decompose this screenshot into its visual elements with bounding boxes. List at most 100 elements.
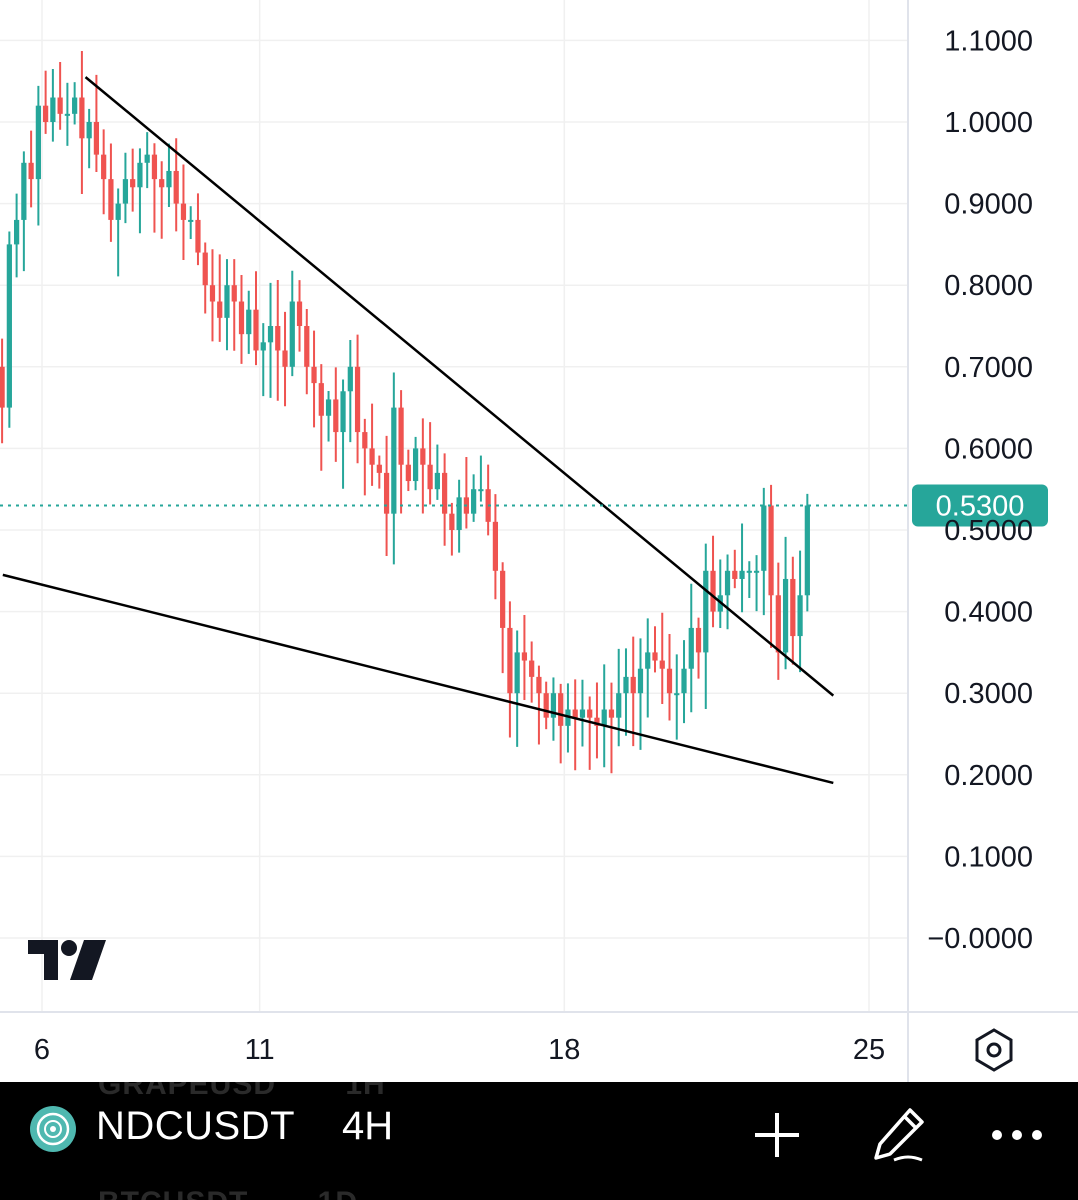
candle-body[interactable] <box>790 578 796 637</box>
candle-body[interactable] <box>449 513 455 530</box>
candle-body[interactable] <box>101 154 107 180</box>
candle-body[interactable] <box>275 326 281 351</box>
plus-icon[interactable] <box>752 1110 802 1160</box>
candle-body[interactable] <box>391 407 397 514</box>
more-dots-icon[interactable] <box>990 1110 1044 1160</box>
candle-body[interactable] <box>209 285 216 302</box>
candle-body[interactable] <box>529 660 535 677</box>
candle-body[interactable] <box>130 179 136 188</box>
candle-body[interactable] <box>768 505 774 596</box>
previous-symbol-row[interactable]: GRAPEUSD 1H <box>98 1082 386 1102</box>
candle-body[interactable] <box>601 709 607 726</box>
candle-body[interactable] <box>296 301 303 326</box>
candle-body[interactable] <box>195 219 201 253</box>
candle-body[interactable] <box>412 448 419 482</box>
candle-body[interactable] <box>231 285 237 302</box>
candle-body[interactable] <box>50 97 56 122</box>
candle-body[interactable] <box>427 464 433 490</box>
candle-body[interactable] <box>616 693 622 718</box>
candle-body[interactable] <box>173 170 179 204</box>
candle-body[interactable] <box>383 472 390 514</box>
candle-body[interactable] <box>282 350 288 367</box>
candle-body[interactable] <box>144 154 150 163</box>
candle-body[interactable] <box>630 676 636 694</box>
candle-body[interactable] <box>507 627 513 694</box>
candle-body[interactable] <box>376 464 382 473</box>
candle-body[interactable] <box>420 448 426 465</box>
candle-body[interactable] <box>782 578 789 653</box>
candle-body[interactable] <box>739 570 745 579</box>
candle-body[interactable] <box>471 489 477 514</box>
candle-body[interactable] <box>724 570 731 596</box>
candle-body[interactable] <box>369 448 375 465</box>
candle-body[interactable] <box>6 244 12 408</box>
candle-body[interactable] <box>478 489 484 492</box>
candle-body[interactable] <box>797 595 803 637</box>
candle-body[interactable] <box>579 709 586 718</box>
candle-body[interactable] <box>318 383 324 416</box>
candle-body[interactable] <box>57 97 63 114</box>
candle-body[interactable] <box>645 652 651 669</box>
candle-body[interactable] <box>340 391 346 433</box>
candle-body[interactable] <box>500 570 506 628</box>
candle-body[interactable] <box>333 399 339 433</box>
candle-body[interactable] <box>137 162 143 188</box>
candle-body[interactable] <box>325 399 332 416</box>
candle-body[interactable] <box>267 326 274 343</box>
candle-body[interactable] <box>180 203 187 220</box>
candle-body[interactable] <box>804 505 810 596</box>
price-chart[interactable]: 0.5300 1.1000 1.0000 0.9000 0.8000 0.7000 0.6… <box>0 0 1078 1082</box>
coin-logo-icon[interactable] <box>30 1106 76 1152</box>
candle-body[interactable] <box>108 179 114 220</box>
candle-body[interactable] <box>666 668 673 694</box>
candle-body[interactable] <box>637 668 644 694</box>
candle-body[interactable] <box>587 709 593 718</box>
candle-body[interactable] <box>659 660 665 669</box>
candle-body[interactable] <box>79 97 85 139</box>
candle-body[interactable] <box>442 472 448 514</box>
candle-body[interactable] <box>35 105 41 180</box>
candle-body[interactable] <box>710 570 716 612</box>
candle-body[interactable] <box>746 570 752 573</box>
candle-body[interactable] <box>405 464 411 482</box>
candle-body[interactable] <box>558 693 564 726</box>
candle-body[interactable] <box>514 652 520 694</box>
candle-body[interactable] <box>543 693 549 718</box>
candle-body[interactable] <box>28 162 34 180</box>
candle-body[interactable] <box>732 570 738 579</box>
trendline-upper[interactable] <box>84 76 835 697</box>
pencil-icon[interactable] <box>870 1106 926 1162</box>
candle-body[interactable] <box>253 309 259 351</box>
candle-body[interactable] <box>86 122 92 139</box>
candle-body[interactable] <box>362 432 368 449</box>
candle-body[interactable] <box>304 326 310 367</box>
candle-body[interactable] <box>761 505 767 571</box>
candle-body[interactable] <box>572 709 578 718</box>
candle-body[interactable] <box>246 309 252 335</box>
candle-body[interactable] <box>64 113 71 116</box>
candle-body[interactable] <box>43 105 49 122</box>
timeframe-selector[interactable]: 4H <box>342 1104 394 1148</box>
candle-body[interactable] <box>608 709 615 718</box>
candle-body[interactable] <box>674 693 680 696</box>
candle-body[interactable] <box>13 219 20 245</box>
candle-body[interactable] <box>594 717 600 726</box>
candle-body[interactable] <box>398 407 404 465</box>
candle-body[interactable] <box>703 570 709 653</box>
candle-body[interactable] <box>217 301 223 318</box>
symbol-name[interactable]: NDCUSDT <box>96 1104 296 1148</box>
candle-body[interactable] <box>166 170 172 188</box>
candle-body[interactable] <box>536 676 542 694</box>
trendline-lower[interactable] <box>2 573 834 785</box>
candle-body[interactable] <box>434 472 440 490</box>
candle-body[interactable] <box>151 154 158 180</box>
candle-body[interactable] <box>202 252 208 286</box>
candle-body[interactable] <box>550 693 557 718</box>
candle-body[interactable] <box>289 301 295 367</box>
candle-body[interactable] <box>695 627 702 653</box>
candle-body[interactable] <box>623 676 629 694</box>
candle-body[interactable] <box>0 366 5 408</box>
candle-body[interactable] <box>238 301 245 335</box>
candle-body[interactable] <box>521 652 528 661</box>
candle-body[interactable] <box>354 366 361 433</box>
